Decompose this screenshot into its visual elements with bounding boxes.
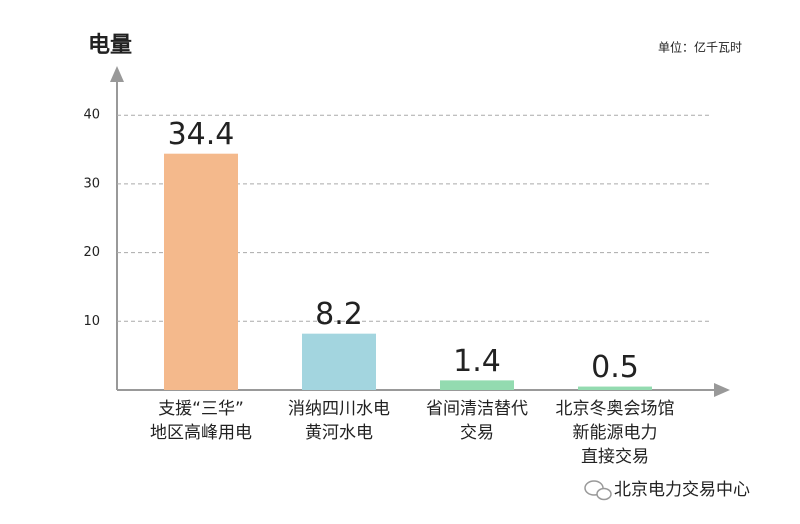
x-tick-label: 消纳四川水电 (288, 399, 390, 419)
x-tick-label: 省间清洁替代 (426, 399, 528, 419)
x-tick-label: 直接交易 (581, 447, 649, 467)
watermark-text: 北京电力交易中心 (614, 480, 750, 500)
y-tick-label: 30 (83, 176, 100, 191)
y-axis-arrow (110, 66, 124, 82)
watermark-icon (596, 487, 612, 501)
bar (302, 333, 376, 390)
x-tick-label: 地区高峰用电 (150, 423, 252, 443)
value-label: 8.2 (315, 297, 363, 332)
x-tick-label: 支援“三华” (158, 399, 244, 419)
y-tick-label: 10 (83, 314, 100, 329)
y-tick-label: 40 (83, 108, 100, 123)
watermark: 北京电力交易中心 (584, 480, 750, 501)
x-axis-arrow (714, 383, 730, 397)
unit-label: 单位：亿千瓦时 (658, 40, 742, 55)
x-tick-label: 黄河水电 (305, 423, 373, 443)
bar (164, 153, 238, 390)
y-axis-label: 电量 (88, 33, 132, 58)
value-label: 34.4 (168, 117, 235, 152)
value-label: 1.4 (453, 344, 501, 379)
bar (440, 380, 514, 390)
y-tick-label: 20 (83, 245, 100, 260)
value-label: 0.5 (591, 350, 639, 385)
x-tick-label: 新能源电力 (573, 423, 658, 443)
bar (578, 386, 652, 390)
x-tick-label: 交易 (460, 423, 494, 443)
x-tick-label: 北京冬奥会场馆 (556, 399, 675, 419)
